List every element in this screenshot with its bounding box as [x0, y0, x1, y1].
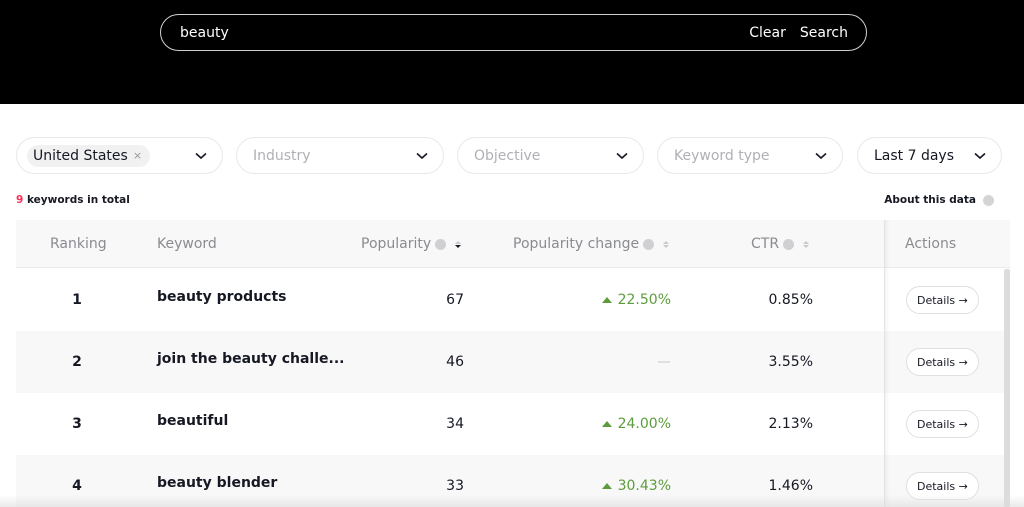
popularity-cell: 34	[446, 416, 464, 432]
chevron-down-icon	[615, 149, 629, 163]
trend-up-icon	[601, 421, 612, 427]
column-ctr[interactable]: CTR	[751, 220, 810, 268]
column-popularity-change[interactable]: Popularity change	[513, 220, 670, 268]
ctr-cell: 0.85%	[768, 292, 813, 308]
actions-cell: Details →	[906, 331, 979, 393]
keyword-cell: beauty products	[157, 289, 287, 305]
remove-chip-icon[interactable]: ×	[132, 149, 143, 162]
keyword-count: 9	[16, 194, 24, 206]
ctr-cell: 1.46%	[768, 478, 813, 494]
popularity-change-cell: 22.50%	[556, 269, 671, 331]
about-label: About this data	[884, 194, 976, 206]
sort-icon[interactable]	[455, 240, 462, 248]
rank-cell: 3	[72, 416, 82, 432]
chevron-down-icon	[194, 149, 208, 163]
popularity-cell: 33	[446, 478, 464, 494]
popularity-cell: 46	[446, 354, 464, 370]
column-actions: Actions	[905, 220, 956, 268]
column-popularity-label: Popularity	[361, 236, 432, 252]
sort-icon[interactable]	[803, 240, 810, 248]
about-this-data-link[interactable]: About this data	[884, 194, 994, 206]
chevron-down-icon	[973, 149, 987, 163]
column-ranking: Ranking	[50, 220, 107, 268]
search-button[interactable]: Search	[799, 24, 848, 41]
popularity-cell: 67	[446, 292, 464, 308]
popularity-change-cell: —	[556, 331, 671, 393]
objective-placeholder: Objective	[474, 147, 541, 164]
table-header: Ranking Keyword Popularity Popularity ch…	[16, 220, 1010, 268]
keyword-cell: join the beauty challe...	[157, 351, 345, 367]
details-button[interactable]: Details →	[906, 410, 979, 438]
keyword-cell: beauty blender	[157, 475, 278, 491]
help-icon[interactable]	[435, 238, 447, 250]
actions-cell: Details →	[906, 269, 979, 331]
help-icon[interactable]	[643, 238, 655, 250]
search-bar: Clear Search	[160, 14, 867, 51]
table-row: 1 beauty products 67 22.50% 0.85% Detail…	[16, 269, 1010, 331]
popularity-change-cell: 30.43%	[556, 455, 671, 507]
filter-bar: United States × Industry Objective Keywo…	[16, 137, 1016, 174]
sort-icon[interactable]	[663, 240, 670, 248]
column-popularity-change-label: Popularity change	[513, 236, 640, 252]
column-ranking-label: Ranking	[50, 236, 107, 252]
details-button[interactable]: Details →	[906, 286, 979, 314]
table-scrollbar[interactable]	[1004, 269, 1010, 507]
country-filter[interactable]: United States ×	[16, 137, 223, 174]
trend-up-icon	[601, 483, 612, 489]
table-row: 2 join the beauty challe... 46 — 3.55% D…	[16, 331, 1010, 393]
keyword-count-summary: 9 keywords in total	[16, 194, 130, 206]
table-row: 3 beautiful 34 24.00% 2.13% Details →	[16, 393, 1010, 455]
ctr-cell: 2.13%	[768, 416, 813, 432]
country-chip: United States ×	[27, 144, 151, 167]
column-ctr-label: CTR	[751, 236, 780, 252]
search-input[interactable]	[180, 24, 736, 41]
trend-up-icon	[601, 297, 612, 303]
popularity-change-cell: 24.00%	[556, 393, 671, 455]
help-icon[interactable]	[983, 194, 994, 206]
popularity-change-value: 24.00%	[617, 416, 671, 432]
actions-column-shadow	[884, 220, 890, 507]
column-keyword: Keyword	[157, 220, 217, 268]
clear-button[interactable]: Clear	[749, 24, 786, 41]
country-filter-value: United States ×	[27, 144, 194, 167]
rank-cell: 4	[72, 478, 82, 494]
actions-cell: Details →	[906, 393, 979, 455]
column-popularity[interactable]: Popularity	[361, 220, 462, 268]
popularity-change-value: —	[657, 354, 671, 370]
keyword-type-placeholder: Keyword type	[674, 147, 770, 164]
industry-placeholder: Industry	[253, 147, 311, 164]
period-filter[interactable]: Last 7 days	[857, 137, 1002, 174]
ctr-cell: 3.55%	[768, 354, 813, 370]
column-actions-label: Actions	[905, 236, 957, 252]
keyword-count-label: keywords in total	[23, 194, 130, 206]
column-keyword-label: Keyword	[157, 236, 217, 252]
popularity-change-value: 30.43%	[617, 478, 671, 494]
keyword-table: Ranking Keyword Popularity Popularity ch…	[16, 220, 1010, 507]
top-header: Clear Search	[0, 0, 1024, 104]
objective-filter[interactable]: Objective	[457, 137, 644, 174]
rank-cell: 2	[72, 354, 82, 370]
chevron-down-icon	[415, 149, 429, 163]
period-value: Last 7 days	[874, 147, 955, 164]
details-button[interactable]: Details →	[906, 348, 979, 376]
country-chip-label: United States	[33, 147, 128, 164]
rank-cell: 1	[72, 292, 82, 308]
chevron-down-icon	[814, 149, 828, 163]
keyword-cell: beautiful	[157, 413, 229, 429]
actions-column-divider	[884, 220, 885, 507]
help-icon[interactable]	[783, 238, 795, 250]
popularity-change-value: 22.50%	[617, 292, 671, 308]
industry-filter[interactable]: Industry	[236, 137, 444, 174]
keyword-type-filter[interactable]: Keyword type	[657, 137, 843, 174]
bottom-fade	[0, 495, 1024, 507]
